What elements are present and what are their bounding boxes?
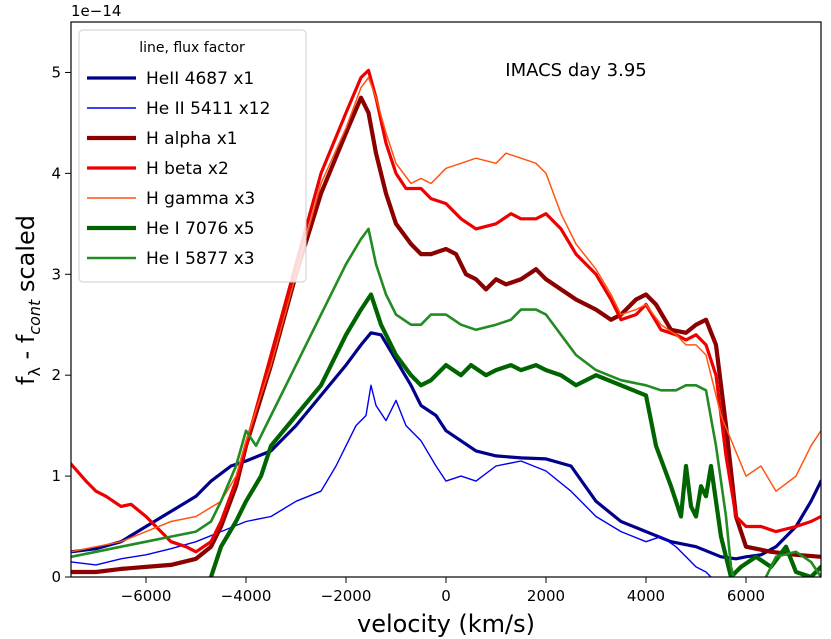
- y-tick-label: 3: [51, 265, 61, 283]
- series-line-he-i-7076-x5: [208, 292, 821, 577]
- legend-title: line, flux factor: [139, 40, 245, 56]
- y-axis-label: fλ - fcont scaled: [12, 215, 44, 385]
- y-label-lambda-subscript: λ: [25, 367, 44, 376]
- x-axis-label: velocity (km/s): [357, 610, 535, 638]
- legend-label-he-ii-5411-x12: He II 5411 x12: [146, 99, 270, 119]
- annotation-imacs-day: IMACS day 3.95: [505, 60, 646, 81]
- y-tick-label: 4: [51, 164, 61, 182]
- legend-label-h-alpha-x1: H alpha x1: [146, 129, 238, 149]
- x-tick-label: 6000: [727, 587, 765, 605]
- legend-label-h-beta-x2: H beta x2: [146, 159, 229, 179]
- series-line-h-beta-x2: [71, 68, 821, 554]
- y-tick-label: 5: [51, 63, 61, 81]
- series-line-h-gamma-x3: [71, 76, 821, 553]
- y-axis-ticks: 0 1 2 3 4 5: [51, 63, 71, 586]
- x-tick-label: −2000: [321, 587, 372, 605]
- y-label-tail: scaled: [12, 215, 40, 300]
- x-axis-ticks: −6000 −4000 −2000 0 2000 4000 6000: [121, 577, 765, 605]
- y-label-f: f: [12, 376, 40, 385]
- legend-label-h-gamma-x3: H gamma x3: [146, 189, 255, 209]
- legend: line, flux factor HeII 4687 x1 He II 5411…: [78, 29, 307, 283]
- x-tick-label: 2000: [527, 587, 565, 605]
- series-line-he-i-5877-x3: [71, 227, 821, 577]
- y-label-cont-subscript: cont: [25, 299, 44, 335]
- y-tick-label: 2: [51, 366, 61, 384]
- legend-label-he-i-5877-x3: He I 5877 x3: [146, 249, 255, 269]
- legend-label-heii-4687-x1: HeII 4687 x1: [146, 69, 254, 89]
- y-tick-label: 0: [51, 568, 61, 586]
- legend-label-he-i-7076-x5: He I 7076 x5: [146, 219, 255, 239]
- y-offset-text: 1e−14: [71, 2, 121, 20]
- series-line-heii-4687-x1: [71, 331, 821, 561]
- series-layer: [71, 68, 821, 577]
- x-tick-label: 4000: [627, 587, 665, 605]
- y-label-minus: - f: [12, 334, 40, 367]
- x-tick-label: 0: [441, 587, 451, 605]
- legend-frame: [78, 29, 307, 283]
- x-tick-label: −6000: [121, 587, 172, 605]
- y-tick-label: 1: [51, 467, 61, 485]
- x-tick-label: −4000: [221, 587, 272, 605]
- series-line-he-ii-5411-x12: [71, 384, 712, 577]
